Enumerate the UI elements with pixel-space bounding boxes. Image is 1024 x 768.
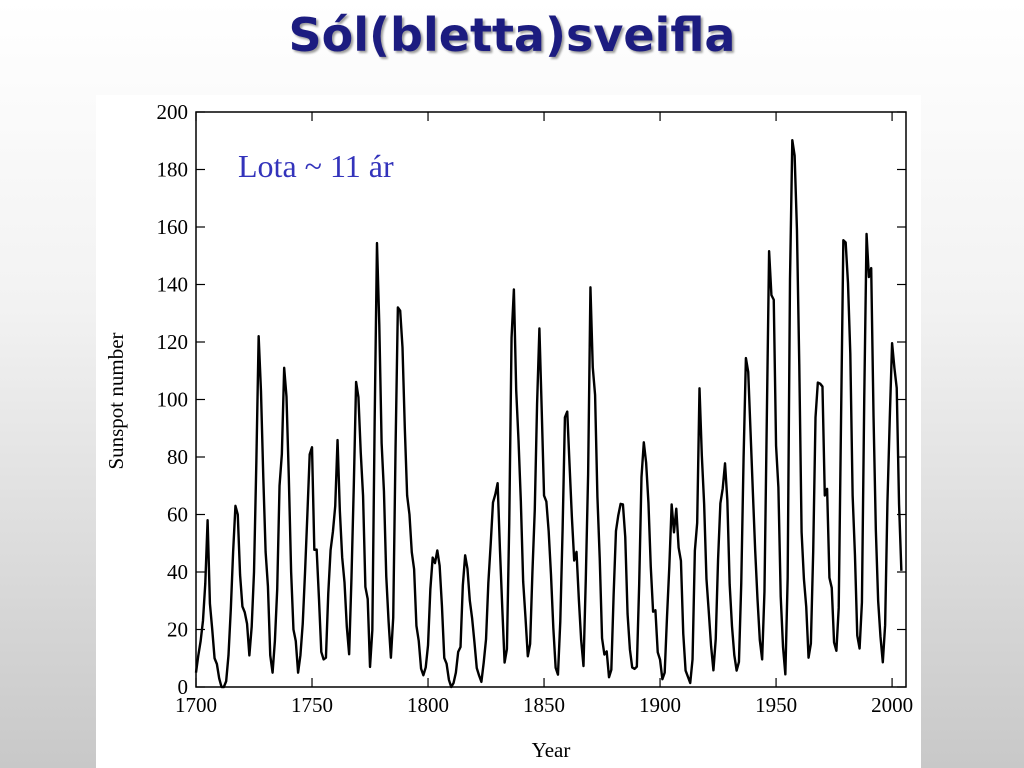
x-tick-label: 1950 (755, 693, 797, 717)
annotation: Lota ~ 11 ár (238, 148, 394, 184)
y-tick-label: 200 (157, 100, 189, 124)
x-tick-label: 1900 (639, 693, 681, 717)
y-tick-label: 80 (167, 445, 188, 469)
y-tick-label: 0 (178, 675, 189, 699)
chart: Lota ~ 11 ár Year Sunspot number 0 20 40 60… (96, 95, 921, 768)
y-tick-label: 100 (157, 388, 189, 412)
y-tick-label: 140 (157, 273, 189, 297)
y-tick-label: 160 (157, 215, 189, 239)
y-axis-label: Sunspot number (104, 332, 128, 469)
data-line (194, 138, 903, 689)
y-tick-label: 180 (157, 158, 189, 182)
x-tick-label: 2000 (871, 693, 913, 717)
slide-title: Sól(bletta)sveifla (288, 8, 736, 62)
x-tick-label: 1700 (175, 693, 217, 717)
y-tick-label: 20 (167, 618, 188, 642)
x-tick-label: 1800 (407, 693, 449, 717)
y-tick-label: 120 (157, 330, 189, 354)
x-tick-label: 1850 (523, 693, 565, 717)
x-tick-label: 1750 (291, 693, 333, 717)
y-tick-label: 60 (167, 503, 188, 527)
y-tick-label: 40 (167, 560, 188, 584)
x-axis-label: Year (532, 738, 571, 762)
